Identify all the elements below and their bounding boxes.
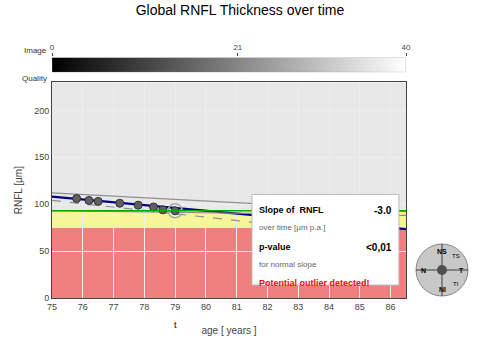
- svg-text:75: 75: [47, 302, 57, 312]
- svg-text:-3.0: -3.0: [374, 205, 392, 216]
- svg-text:0: 0: [50, 43, 55, 52]
- svg-text:for normal slope: for normal slope: [259, 260, 317, 269]
- svg-text:NI: NI: [439, 286, 446, 293]
- svg-text:85: 85: [355, 302, 365, 312]
- svg-text:83: 83: [293, 302, 303, 312]
- svg-text:84: 84: [324, 302, 334, 312]
- svg-text:40: 40: [402, 43, 411, 52]
- svg-text:Image: Image: [24, 46, 47, 55]
- svg-text:50: 50: [39, 246, 49, 256]
- svg-text:N: N: [421, 267, 426, 274]
- svg-text:200: 200: [34, 106, 49, 116]
- svg-text:100: 100: [34, 199, 49, 209]
- svg-text:NS: NS: [437, 248, 447, 255]
- svg-text:77: 77: [109, 302, 119, 312]
- svg-text:t: t: [174, 320, 177, 330]
- svg-text:78: 78: [139, 302, 149, 312]
- svg-text:RNFL [µm]: RNFL [µm]: [13, 166, 24, 214]
- svg-text:Global RNFL Thickness over tim: Global RNFL Thickness over time: [136, 2, 345, 18]
- svg-text:over time [µm p.a.]: over time [µm p.a.]: [259, 223, 325, 232]
- svg-text:TS: TS: [452, 253, 460, 259]
- svg-text:age [ years ]: age [ years ]: [201, 325, 256, 336]
- svg-text:81: 81: [232, 302, 242, 312]
- svg-text:Potential outlier detected!: Potential outlier detected!: [259, 278, 370, 288]
- svg-text:76: 76: [78, 302, 88, 312]
- svg-text:21: 21: [233, 43, 242, 52]
- svg-text:80: 80: [201, 302, 211, 312]
- svg-text:Quality: Quality: [22, 74, 47, 83]
- svg-text:T: T: [459, 267, 464, 274]
- svg-text:86: 86: [386, 302, 396, 312]
- svg-text:<0,01: <0,01: [366, 242, 392, 253]
- svg-text:79: 79: [170, 302, 180, 312]
- svg-text:Slope of RNFL: Slope of RNFL: [259, 205, 324, 215]
- svg-text:150: 150: [34, 152, 49, 162]
- svg-text:p-value: p-value: [259, 242, 291, 252]
- svg-text:0: 0: [44, 293, 49, 303]
- svg-text:82: 82: [262, 302, 272, 312]
- svg-text:TI: TI: [453, 281, 459, 287]
